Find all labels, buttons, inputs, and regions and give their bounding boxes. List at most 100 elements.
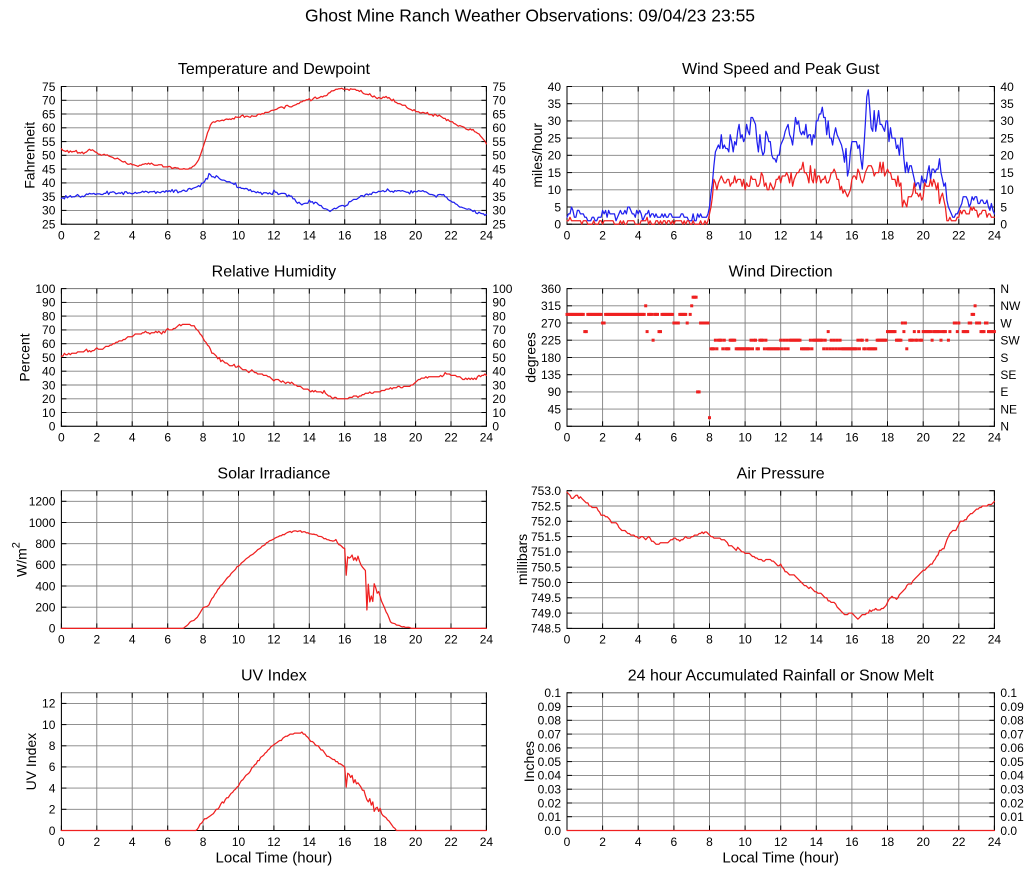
svg-text:8: 8 — [200, 633, 207, 647]
svg-text:400: 400 — [35, 579, 55, 593]
svg-text:10: 10 — [738, 633, 752, 647]
svg-text:75: 75 — [492, 80, 506, 94]
svg-text:30: 30 — [492, 378, 506, 392]
svg-text:16: 16 — [845, 633, 859, 647]
svg-text:Solar Irradiance: Solar Irradiance — [217, 465, 330, 482]
svg-text:8: 8 — [200, 431, 207, 445]
svg-text:5: 5 — [1000, 200, 1007, 214]
svg-text:30: 30 — [548, 114, 562, 128]
svg-text:16: 16 — [845, 835, 859, 849]
svg-text:24 hour Accumulated Rainfall o: 24 hour Accumulated Rainfall or Snow Mel… — [628, 668, 934, 685]
svg-text:100: 100 — [492, 282, 512, 296]
svg-text:16: 16 — [338, 633, 352, 647]
svg-text:70: 70 — [42, 94, 56, 108]
svg-text:0.09: 0.09 — [1000, 700, 1024, 714]
svg-text:20: 20 — [917, 835, 931, 849]
svg-text:8: 8 — [200, 229, 207, 243]
svg-text:0.02: 0.02 — [1000, 796, 1024, 810]
svg-text:12: 12 — [267, 431, 281, 445]
svg-text:40: 40 — [492, 176, 506, 190]
svg-text:750.5: 750.5 — [531, 561, 561, 575]
svg-text:80: 80 — [492, 309, 506, 323]
svg-text:0: 0 — [49, 420, 56, 434]
svg-text:40: 40 — [548, 80, 562, 94]
svg-text:30: 30 — [1000, 114, 1014, 128]
svg-text:0.09: 0.09 — [538, 700, 562, 714]
svg-text:10: 10 — [232, 633, 246, 647]
svg-text:W/m2: W/m2 — [11, 542, 30, 577]
svg-text:16: 16 — [338, 229, 352, 243]
svg-text:E: E — [1000, 385, 1008, 399]
svg-text:0.01: 0.01 — [538, 810, 562, 824]
svg-text:70: 70 — [42, 323, 56, 337]
svg-text:2: 2 — [599, 229, 606, 243]
svg-text:70: 70 — [492, 94, 506, 108]
svg-text:50: 50 — [492, 351, 506, 365]
svg-text:4: 4 — [129, 835, 136, 849]
svg-text:0.0: 0.0 — [544, 824, 561, 838]
svg-text:12: 12 — [774, 633, 788, 647]
svg-text:degrees: degrees — [523, 332, 539, 383]
svg-text:0.08: 0.08 — [1000, 714, 1024, 728]
svg-text:4: 4 — [129, 633, 136, 647]
svg-text:749.0: 749.0 — [531, 606, 561, 620]
svg-text:800: 800 — [35, 537, 55, 551]
svg-text:6: 6 — [164, 835, 171, 849]
svg-text:90: 90 — [42, 296, 56, 310]
svg-text:75: 75 — [42, 80, 56, 94]
svg-text:752.5: 752.5 — [531, 499, 561, 513]
svg-text:0: 0 — [58, 835, 65, 849]
svg-text:753.0: 753.0 — [531, 484, 561, 498]
svg-text:14: 14 — [810, 431, 824, 445]
svg-text:6: 6 — [49, 760, 56, 774]
svg-text:12: 12 — [774, 431, 788, 445]
svg-text:20: 20 — [548, 149, 562, 163]
svg-text:20: 20 — [409, 835, 423, 849]
svg-text:40: 40 — [42, 365, 56, 379]
svg-text:0: 0 — [49, 622, 56, 636]
svg-text:N: N — [1000, 420, 1009, 434]
svg-text:18: 18 — [881, 431, 895, 445]
svg-text:748.5: 748.5 — [531, 622, 561, 636]
svg-text:0.02: 0.02 — [538, 796, 562, 810]
svg-text:10: 10 — [492, 406, 506, 420]
svg-text:600: 600 — [35, 558, 55, 572]
svg-text:15: 15 — [1000, 166, 1014, 180]
svg-text:749.5: 749.5 — [531, 591, 561, 605]
svg-text:0.05: 0.05 — [1000, 755, 1024, 769]
svg-text:0.1: 0.1 — [1000, 686, 1017, 700]
svg-text:4: 4 — [129, 431, 136, 445]
svg-text:0: 0 — [564, 633, 571, 647]
svg-text:Inches: Inches — [521, 741, 537, 782]
svg-text:40: 40 — [1000, 80, 1014, 94]
svg-text:5: 5 — [554, 200, 561, 214]
svg-text:70: 70 — [492, 323, 506, 337]
svg-text:2: 2 — [599, 633, 606, 647]
svg-text:40: 40 — [492, 365, 506, 379]
svg-text:18: 18 — [373, 633, 387, 647]
svg-text:16: 16 — [338, 835, 352, 849]
svg-text:14: 14 — [303, 431, 317, 445]
svg-text:14: 14 — [810, 835, 824, 849]
svg-text:60: 60 — [42, 121, 56, 135]
svg-text:2: 2 — [93, 431, 100, 445]
svg-text:30: 30 — [492, 204, 506, 218]
svg-text:24: 24 — [480, 229, 494, 243]
svg-text:10: 10 — [232, 431, 246, 445]
svg-text:750.0: 750.0 — [531, 576, 561, 590]
svg-text:20: 20 — [1000, 149, 1014, 163]
svg-text:35: 35 — [548, 97, 562, 111]
svg-text:10: 10 — [738, 229, 752, 243]
svg-text:1200: 1200 — [29, 495, 56, 509]
svg-text:45: 45 — [492, 162, 506, 176]
svg-text:24: 24 — [988, 633, 1002, 647]
svg-text:6: 6 — [671, 229, 678, 243]
svg-text:315: 315 — [541, 299, 561, 313]
svg-text:0.04: 0.04 — [1000, 769, 1024, 783]
svg-text:miles/hour: miles/hour — [529, 123, 545, 188]
svg-text:Percent: Percent — [17, 333, 33, 381]
svg-text:SE: SE — [1000, 368, 1016, 382]
svg-text:4: 4 — [635, 633, 642, 647]
svg-text:6: 6 — [164, 633, 171, 647]
svg-text:10: 10 — [548, 183, 562, 197]
